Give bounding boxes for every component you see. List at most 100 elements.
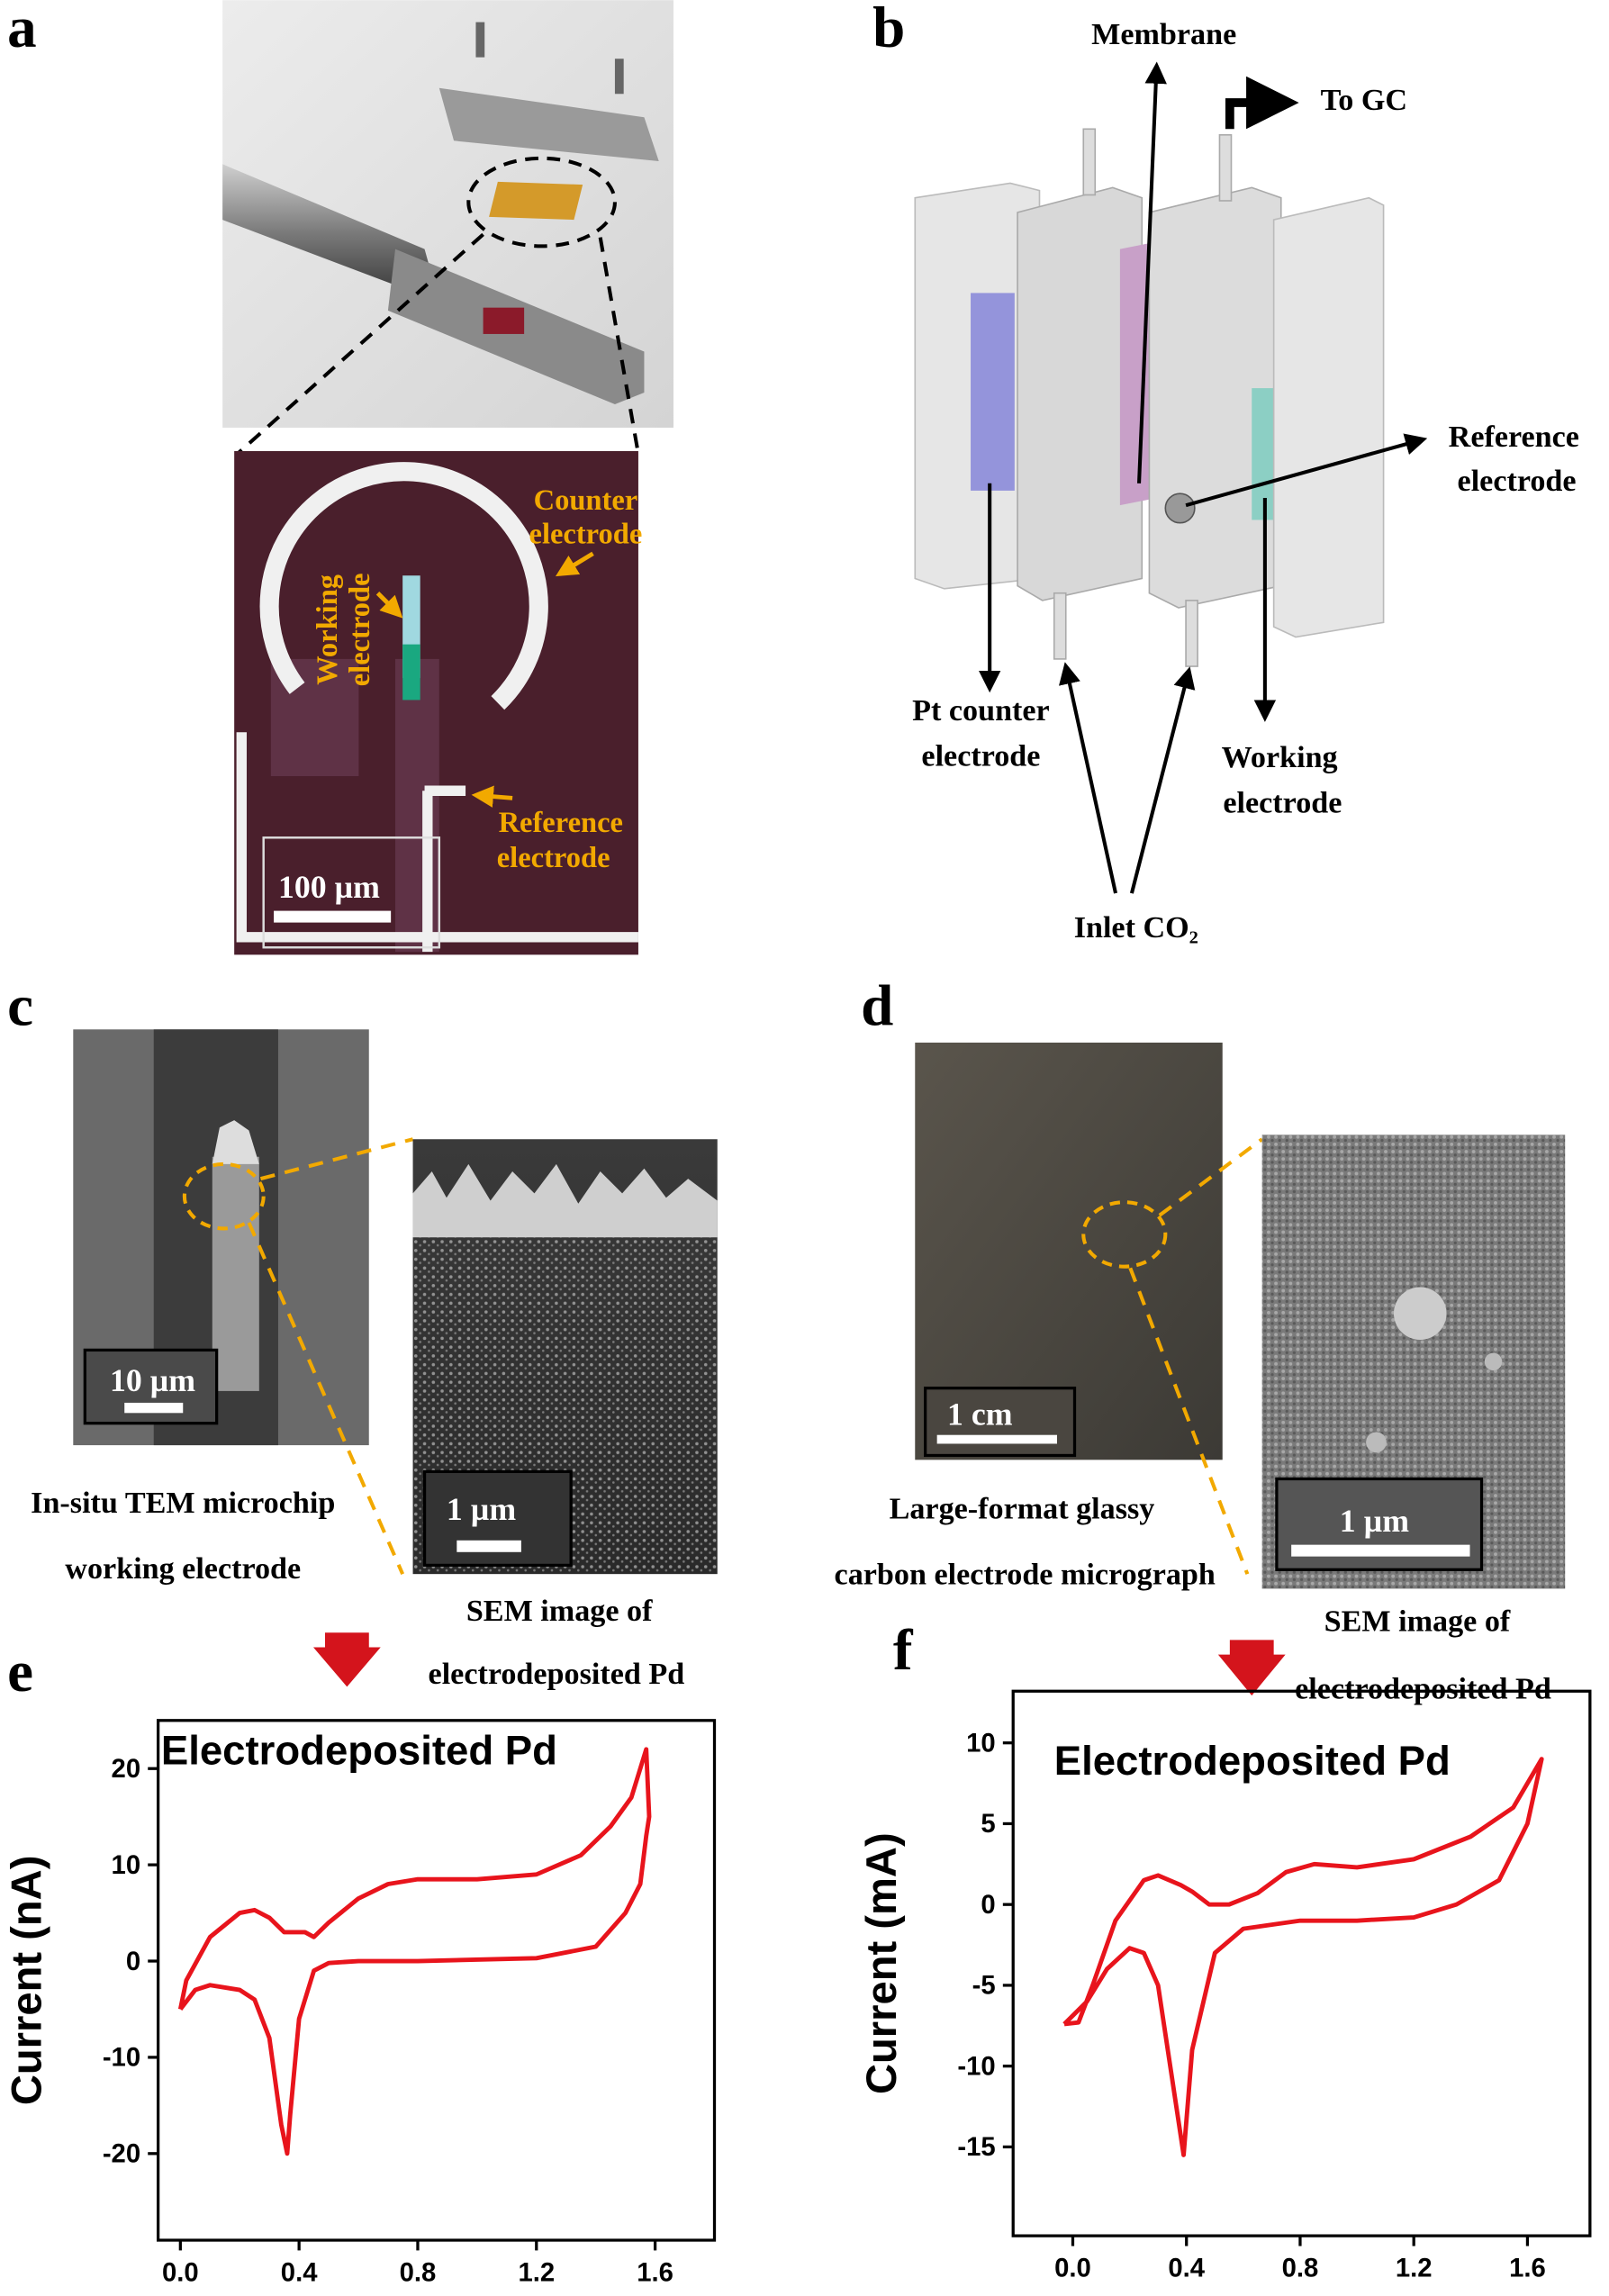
x-axis-label: Potential (V vs. RHE): [1091, 2290, 1511, 2296]
particle: [1484, 1352, 1503, 1371]
scale-label: 1 cm: [947, 1396, 1013, 1432]
zoom-line: [247, 1222, 405, 1575]
holder-rod: [222, 164, 439, 303]
x-tick-label: 1.6: [637, 2259, 673, 2288]
down-arrow: [312, 1632, 381, 1687]
annotation: To GC: [1321, 84, 1407, 117]
x-tick-label: 0.8: [1282, 2255, 1319, 2283]
zoom-line: [236, 232, 484, 456]
inset-box: [262, 836, 441, 949]
cv-curve: [177, 1747, 652, 2156]
electrode: [212, 1156, 259, 1391]
panel-label: e: [7, 1640, 33, 1704]
annotation: Reference: [499, 807, 623, 839]
panel-a: a 100 µm Counter electrode Working elect…: [7, 0, 673, 955]
scale-label: 1 µm: [1340, 1503, 1409, 1539]
annotation: Pt counter: [912, 694, 1050, 728]
plate: [1272, 196, 1385, 638]
x-tick-label: 0.0: [1054, 2255, 1091, 2283]
annotation: electrode: [497, 842, 610, 874]
annotation: Inlet CO₂: [1074, 911, 1198, 945]
chart-title: Electrodeposited Pd: [161, 1728, 557, 1774]
caption: In-situ TEM microchip: [31, 1487, 335, 1520]
arrow: [1129, 666, 1196, 894]
cell-half: [1017, 186, 1143, 601]
pointer: [555, 551, 594, 577]
caption: SEM image of: [466, 1595, 653, 1628]
scale-bar: [274, 910, 392, 923]
panel-d: d 1 cm 1 µm Large-format glassy carbon e…: [835, 973, 1566, 1705]
x-tick-label: 1.2: [518, 2259, 555, 2288]
down-arrow: [1217, 1640, 1286, 1696]
zoom-line: [1128, 1267, 1250, 1575]
annotation: electrode: [1458, 465, 1577, 498]
zoom-line: [259, 1137, 414, 1181]
caption: working electrode: [65, 1552, 301, 1586]
panel-label: f: [893, 1618, 914, 1683]
chart: e 0.0 0.4 0.8 1.2 1.6 20 10 0 -10 -20 Electrodeposi…: [3, 1640, 717, 2296]
particle: [1366, 1432, 1387, 1453]
caption: Large-format glassy: [890, 1492, 1155, 1525]
caption: carbon electrode micrograph: [835, 1559, 1216, 1592]
y-tick-label: -20: [103, 2140, 140, 2169]
zoom-ring: [1081, 1200, 1168, 1269]
panel-label: b: [872, 0, 905, 60]
x-axis-label: Potential (V vs. RHE): [226, 2293, 646, 2296]
annotation: electrode: [344, 573, 376, 686]
y-axis-label: Current (nA): [3, 1856, 50, 2106]
scale-bar: [936, 1434, 1057, 1444]
scale-label: 100 µm: [278, 869, 380, 905]
particle: [1393, 1287, 1447, 1341]
reference-port: [1164, 493, 1196, 524]
x-tick-label: 1.2: [1396, 2255, 1433, 2283]
tube: [1185, 600, 1198, 667]
caption: electrodeposited Pd: [429, 1658, 685, 1691]
scale-label: 1 µm: [447, 1491, 516, 1527]
chip: [483, 307, 525, 334]
lid: [438, 87, 659, 162]
annotation: electrode: [921, 740, 1040, 773]
arrow: [1185, 433, 1428, 508]
electrode-traces: [270, 658, 439, 953]
plot-frame: [156, 1719, 717, 2242]
annotation: electrode: [1223, 787, 1342, 820]
arrow: [1137, 61, 1167, 484]
dendrites: [412, 1163, 718, 1238]
y-tick-label: 10: [112, 1851, 141, 1880]
counter-electrode: [971, 293, 1015, 491]
chart-title: Electrodeposited Pd: [1054, 1738, 1451, 1784]
y-tick-label: -10: [103, 2044, 140, 2073]
zoom-line: [1158, 1137, 1263, 1217]
tube: [1082, 128, 1097, 196]
screw: [614, 59, 624, 95]
arrow: [1059, 662, 1118, 894]
arrow: [1225, 76, 1299, 130]
chip-gold: [489, 181, 583, 221]
y-tick-label: -5: [972, 1972, 996, 2001]
scale-bar: [124, 1402, 184, 1414]
annotation: Counter: [534, 484, 638, 517]
y-tick-label: 20: [112, 1755, 141, 1784]
y-tick-label: 0: [126, 1948, 140, 1976]
panel-c: c 10 µm 1 µm In-situ TEM microchip worki…: [7, 973, 718, 1691]
zoom-line: [598, 237, 640, 455]
chart: f 0.0 0.4 0.8 1.2 1.6 10 5 0 -5 -10 -15 Electrodepos…: [857, 1618, 1592, 2296]
annotation: Working: [1222, 741, 1338, 774]
leads: [236, 732, 638, 953]
y-axis-label: Current (mA): [857, 1832, 905, 2094]
scale-box: [924, 1387, 1077, 1458]
tube: [1218, 133, 1233, 202]
y-tick-label: 10: [966, 1729, 996, 1758]
tube: [1053, 592, 1067, 660]
x-tick-label: 0.4: [1168, 2255, 1205, 2283]
panel-label: d: [861, 973, 893, 1038]
annotation: electrode: [529, 518, 643, 550]
pointer: [375, 592, 403, 619]
scale-bar: [1291, 1544, 1470, 1557]
caption: SEM image of: [1324, 1605, 1511, 1639]
panel-b: b To GC Membrane Reference electrode Pt …: [872, 0, 1579, 945]
panel-label: c: [7, 973, 33, 1038]
pointer: [471, 785, 513, 808]
x-tick-label: 0.4: [281, 2259, 318, 2288]
caption: electrodeposited Pd: [1295, 1672, 1551, 1705]
